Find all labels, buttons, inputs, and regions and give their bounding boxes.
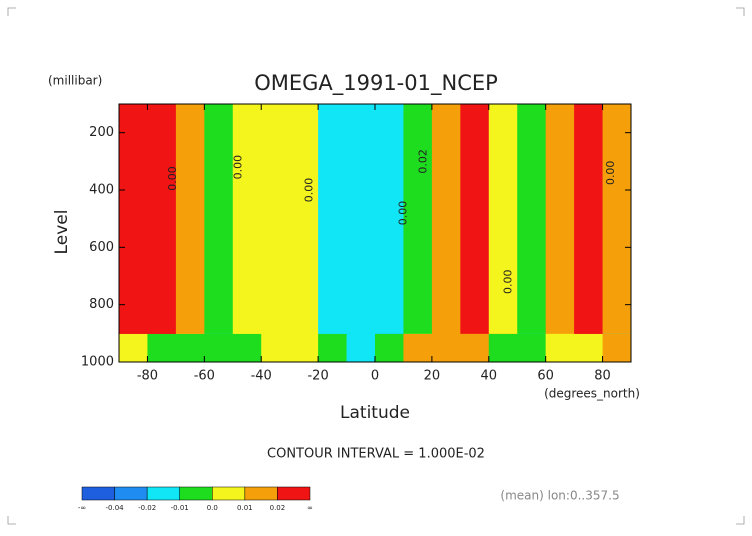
colorbar-box xyxy=(114,486,148,501)
colorbar-box xyxy=(277,486,311,501)
colorbar-box xyxy=(244,486,278,501)
colorbar-box xyxy=(81,486,115,501)
footer: CONTOUR INTERVAL = 1.000E-02 xyxy=(267,447,485,462)
colorbar-label: 0.02 xyxy=(270,504,286,512)
x-axis-label: Latitude xyxy=(340,403,410,423)
colorbar-label: 0.01 xyxy=(237,504,253,512)
field xyxy=(119,104,632,363)
corner-mark xyxy=(736,516,745,525)
x-tick-label: 20 xyxy=(424,369,441,384)
colorbar-box xyxy=(212,486,246,501)
contour-cell xyxy=(403,104,433,334)
contour-cell xyxy=(119,104,148,334)
colorbar-box xyxy=(146,486,180,501)
contour-label: 0.00 xyxy=(396,201,409,226)
contour-label: 0.02 xyxy=(416,149,429,174)
colorbar-label: ∞ xyxy=(307,504,313,512)
contour-cell xyxy=(289,104,319,334)
contour-label: 0.00 xyxy=(231,155,244,180)
corner-mark xyxy=(7,516,16,525)
contour-cell xyxy=(545,104,575,334)
colorbar-label: -0.01 xyxy=(171,504,189,512)
contour-cell xyxy=(232,104,262,334)
x-tick-label: -80 xyxy=(137,369,158,384)
contour-cell xyxy=(204,104,234,334)
contour-label: 0.00 xyxy=(166,166,179,191)
note: (mean) lon:0..357.5 xyxy=(500,489,619,503)
contour-cell xyxy=(602,104,632,334)
contour-cell xyxy=(460,104,490,334)
y-tick-label: 800 xyxy=(89,297,114,312)
contour-label: 0.00 xyxy=(604,161,617,186)
x-tick-label: 80 xyxy=(594,369,611,384)
contour-cell xyxy=(574,104,604,334)
colorbar-label: -0.04 xyxy=(106,504,125,512)
contour-cell xyxy=(431,104,461,334)
corner-mark xyxy=(736,7,745,16)
y-tick-label: 1000 xyxy=(81,355,114,370)
y-unit: (millibar) xyxy=(48,74,102,88)
contour-cell xyxy=(517,104,547,334)
contour-label: 0.00 xyxy=(502,269,515,294)
contour-cell xyxy=(175,104,205,334)
contour-cell xyxy=(346,104,376,334)
contour-cell xyxy=(375,104,404,334)
colorbar-label: -∞ xyxy=(78,504,86,512)
x-tick-label: 40 xyxy=(481,369,498,384)
y-tick-label: 400 xyxy=(89,183,114,198)
colorbar-label: 0.0 xyxy=(207,504,218,512)
chart-title: OMEGA_1991-01_NCEP xyxy=(254,71,498,96)
x-tick-label: -40 xyxy=(251,369,272,384)
x-unit: (degrees_north) xyxy=(544,387,640,401)
x-tick-label: -20 xyxy=(307,369,328,384)
x-tick-label: 60 xyxy=(537,369,554,384)
y-tick-label: 200 xyxy=(89,125,114,140)
contour-cell xyxy=(318,104,348,334)
x-tick-label: 0 xyxy=(371,369,379,384)
y-tick-label: 600 xyxy=(89,240,114,255)
contour-label: 0.00 xyxy=(303,178,316,203)
colorbar-box xyxy=(179,486,213,501)
overlay: -80 -60 -40 -20 0 20 40 60 80 200 400 600 800 1000 0.0… xyxy=(81,103,632,384)
contour-cell xyxy=(147,104,177,334)
contour-cell xyxy=(488,104,518,334)
corner-mark xyxy=(7,7,16,16)
x-tick-label: -60 xyxy=(194,369,215,384)
colorbar-label: -0.02 xyxy=(138,504,156,512)
y-axis-label: Level xyxy=(52,210,72,255)
contour-cell xyxy=(261,104,291,334)
